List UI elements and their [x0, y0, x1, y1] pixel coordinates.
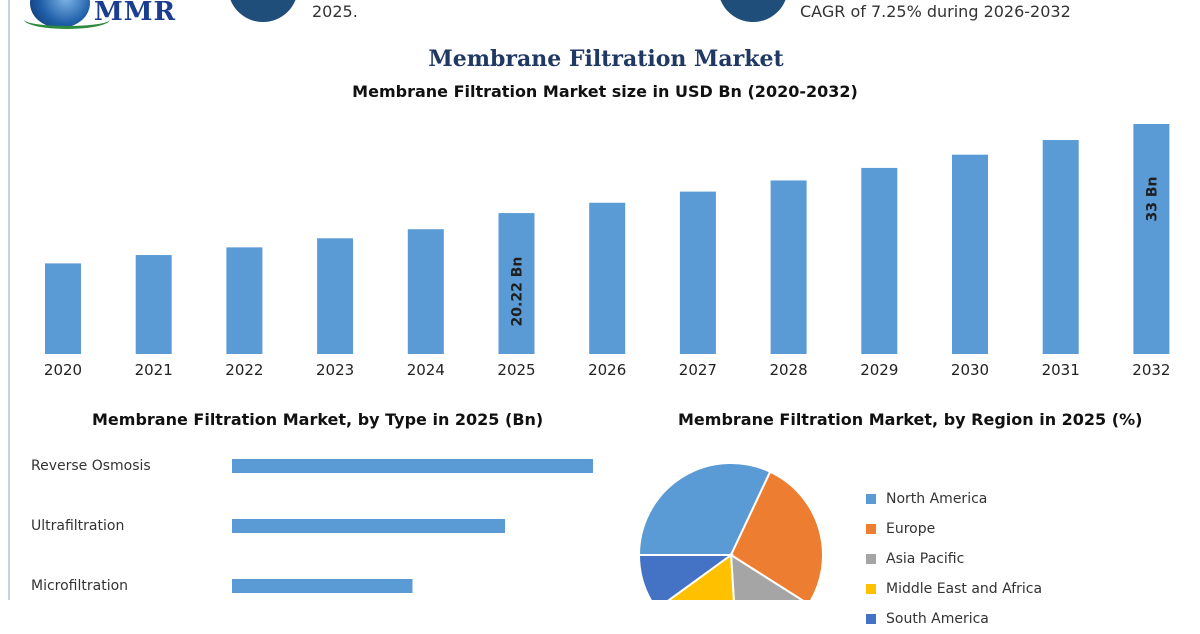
bar-2030 [952, 154, 988, 354]
legend-swatch [866, 554, 876, 564]
type-bar [232, 579, 413, 593]
data-label: 20.22 Bn [510, 257, 526, 327]
legend-label: Middle East and Africa [886, 581, 1043, 597]
legend-item: North America [866, 484, 1042, 514]
x-tick-label: 2028 [770, 361, 808, 379]
region-legend: North America Europe Asia Pacific Middle Ea… [866, 484, 1042, 634]
market-size-bar-chart: 2020 2021 2022 2023 2024 2025 20.22 Bn 2026 2027… [44, 124, 1170, 379]
pie-slice [729, 553, 804, 600]
logo-swoosh [24, 10, 110, 29]
legend-item: Middle East and Africa [866, 574, 1042, 604]
region-chart-title: Membrane Filtration Market, by Region in… [678, 410, 1143, 429]
bar-2027 [679, 191, 716, 354]
market-size-chart-title: Membrane Filtration Market size in USD B… [352, 82, 858, 101]
bar-2023 [317, 238, 354, 354]
header-left-text: 2025. [312, 2, 358, 21]
logo-text: MMR [94, 0, 177, 27]
pie-slice [637, 554, 735, 600]
pie-slice [637, 462, 772, 556]
x-tick-label: 2030 [951, 361, 989, 379]
x-tick-label: 2022 [225, 361, 263, 379]
x-tick-label: 2027 [679, 361, 717, 379]
bar-2031 [1042, 140, 1079, 354]
bar-2022 [226, 247, 263, 354]
x-tick-label: 2032 [1132, 361, 1170, 379]
type-label: Reverse Osmosis [31, 458, 151, 474]
x-tick-label: 2026 [588, 361, 626, 379]
region-pie-chart [637, 462, 824, 600]
bar-2024 [407, 229, 444, 354]
x-tick-label: 2029 [860, 361, 898, 379]
type-label: Microfiltration [31, 578, 128, 594]
type-bar [232, 459, 593, 473]
type-label: Ultrafiltration [31, 518, 124, 534]
legend-item: South America [866, 604, 1042, 634]
legend-label: North America [886, 491, 988, 507]
bar-2032 [1133, 124, 1170, 354]
mmr-logo: MMR [24, 0, 190, 32]
bar-2020 [45, 263, 81, 354]
page-title: Membrane Filtration Market [428, 46, 784, 72]
legend-swatch [866, 494, 876, 504]
legend-swatch [866, 524, 876, 534]
bar-2026 [589, 202, 626, 354]
header-badge-left [228, 0, 298, 22]
bar-2028 [770, 180, 807, 354]
legend-label: Europe [886, 521, 936, 537]
type-chart-title: Membrane Filtration Market, by Type in 2… [92, 410, 544, 429]
legend-swatch [866, 584, 876, 594]
legend-label: Asia Pacific [886, 551, 965, 567]
bar-2029 [861, 167, 898, 354]
type-bar-chart: Reverse Osmosis Ultrafiltration Microfiltr… [31, 458, 593, 594]
bar-2021 [135, 255, 172, 354]
x-tick-label: 2023 [316, 361, 354, 379]
pie-slice [729, 470, 824, 600]
x-tick-label: 2020 [44, 361, 82, 379]
x-tick-label: 2024 [407, 361, 445, 379]
page-frame [8, 0, 1200, 600]
data-label: 33 Bn [1144, 177, 1160, 222]
x-tick-label: 2031 [1042, 361, 1080, 379]
header-cagr-text: CAGR of 7.25% during 2026-2032 [800, 2, 1071, 21]
legend-swatch [866, 614, 876, 624]
legend-item: Europe [866, 514, 1042, 544]
x-tick-label: 2025 [497, 361, 535, 379]
x-tick-label: 2021 [135, 361, 173, 379]
header-badge-right [718, 0, 788, 22]
type-bar [232, 519, 506, 533]
legend-label: South America [886, 611, 989, 627]
legend-item: Asia Pacific [866, 544, 1042, 574]
bar-2025 [498, 213, 535, 354]
